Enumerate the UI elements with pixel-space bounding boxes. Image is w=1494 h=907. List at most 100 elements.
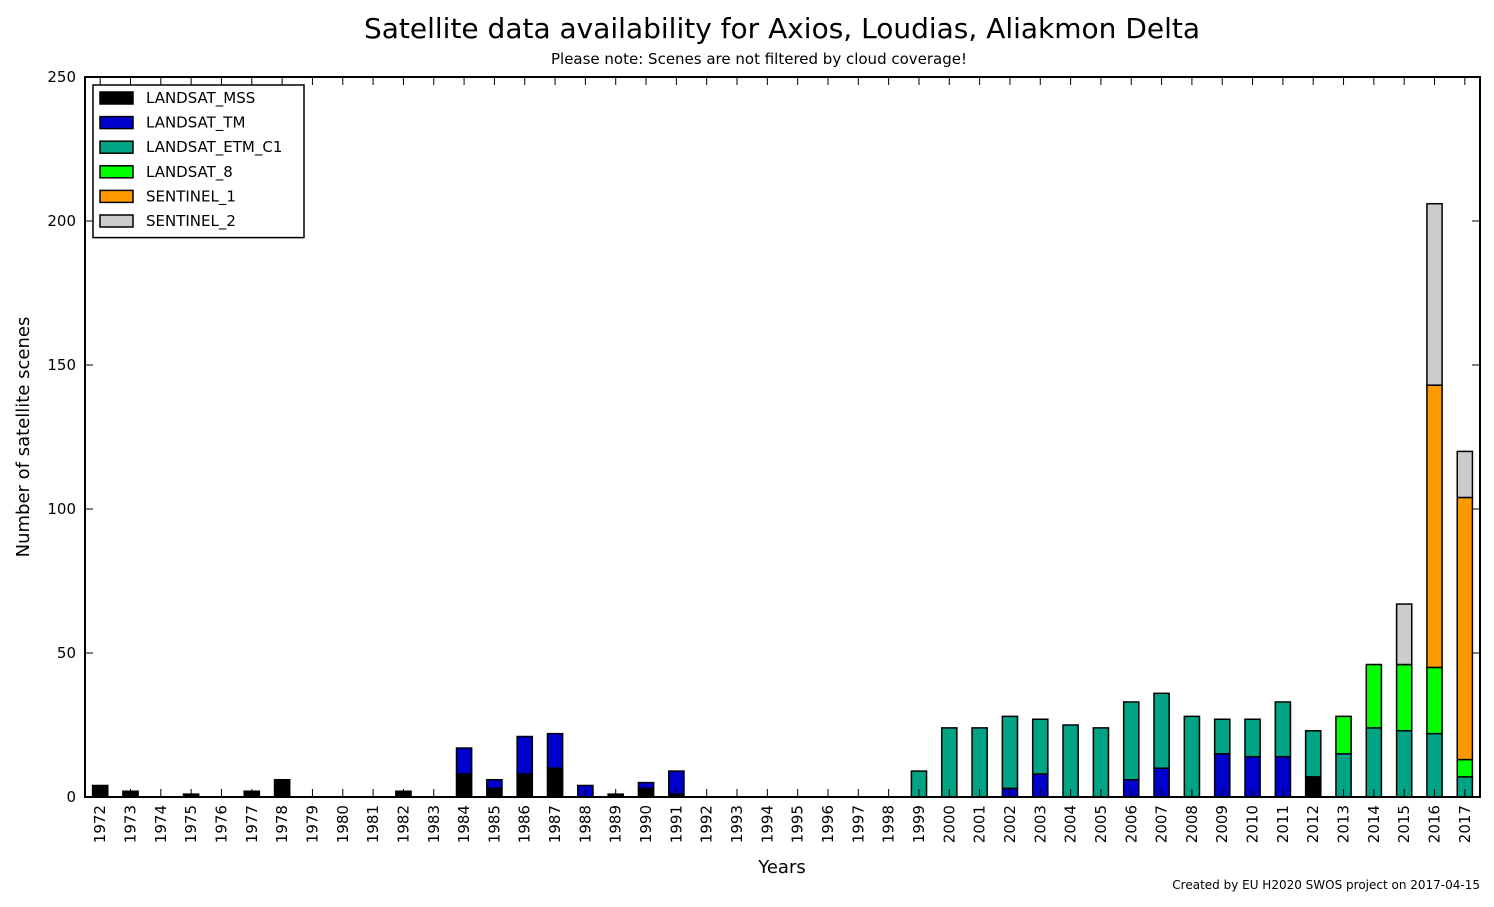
bar-landsat-etm-c1-2014 [1365,727,1383,798]
legend-swatch-landsat-mss [99,91,134,105]
x-tick-label-2003: 2003 [1031,805,1049,843]
plot-frame [84,76,1481,798]
x-tick-label-1994: 1994 [758,805,776,843]
x-tick-label-1979: 1979 [303,805,321,843]
y-axis-ticks: 0 50 100 150 200 250 [47,68,1480,806]
x-tick-label-1995: 1995 [789,805,807,843]
bar-landsat-tm-1985 [486,778,503,790]
x-tick-label-1991: 1991 [667,805,685,843]
legend-label-sentinel-1: SENTINEL_1 [146,187,236,206]
bar-landsat-etm-c1-2010 [1244,718,1261,758]
bar-landsat-etm-c1-2003 [1031,718,1049,775]
bar-landsat-etm-c1-2001 [971,727,988,798]
x-tick-label-1982: 1982 [394,805,412,843]
bar-landsat-8-2015 [1395,663,1413,732]
x-axis-label: Years [757,857,806,878]
bar-sentinel-1-2016 [1426,384,1443,669]
x-tick-label-2002: 2002 [1001,805,1019,843]
legend-label-landsat-tm: LANDSAT_TM [146,114,245,133]
y-axis-label: Number of satellite scenes [13,317,34,558]
x-tick-label-2012: 2012 [1304,805,1322,843]
x-tick-label-2004: 2004 [1062,805,1080,843]
bar-landsat-etm-c1-2004 [1062,724,1079,798]
y-tick-label: 200 [47,212,76,230]
bar-landsat-etm-c1-2005 [1092,727,1110,798]
x-tick-label-1985: 1985 [485,805,503,843]
bar-sentinel-2-2015 [1395,603,1413,666]
x-tick-label-1975: 1975 [182,805,200,843]
y-tick-label: 100 [47,500,76,518]
x-tick-label-1997: 1997 [849,805,867,843]
legend-swatch-landsat-etm-c1 [99,140,134,154]
bar-landsat-etm-c1-2012 [1304,730,1322,778]
x-tick-label-2000: 2000 [940,805,958,843]
bar-landsat-8-2016 [1426,666,1443,735]
bar-landsat-etm-c1-2008 [1183,715,1201,798]
y-tick-label: 250 [47,68,76,86]
x-tick-label-1981: 1981 [364,805,382,843]
y-tick-label: 150 [47,356,76,374]
bar-landsat-8-2017 [1456,758,1474,778]
legend: LANDSAT_MSS LANDSAT_TM LANDSAT_ETM_C1 LANDS… [92,84,305,239]
bars-group [91,202,1474,798]
x-tick-label-2016: 2016 [1426,805,1444,843]
x-tick-label-2010: 2010 [1244,805,1262,843]
legend-label-landsat-mss: LANDSAT_MSS [146,89,255,108]
bar-sentinel-2-2016 [1426,202,1443,386]
x-tick-label-1993: 1993 [728,805,746,843]
bar-landsat-tm-1986 [516,735,534,775]
legend-swatch-landsat-tm [99,115,134,130]
x-tick-label-1988: 1988 [576,805,594,843]
legend-box [92,84,305,239]
y-tick-label: 50 [57,644,76,662]
x-tick-label-1987: 1987 [546,805,564,843]
legend-swatch-sentinel-2 [99,214,134,228]
x-tick-label-2013: 2013 [1335,805,1353,843]
legend-label-sentinel-2: SENTINEL_2 [146,212,236,231]
bar-landsat-etm-c1-2015 [1395,730,1413,798]
x-tick-label-1986: 1986 [516,805,534,843]
x-tick-label-1972: 1972 [91,805,109,843]
x-tick-label-1984: 1984 [455,805,473,843]
x-tick-label-2017: 2017 [1456,805,1474,843]
legend-swatch-sentinel-1 [99,189,134,204]
x-tick-label-2006: 2006 [1122,805,1140,843]
legend-label-landsat-8: LANDSAT_8 [146,163,233,182]
x-tick-label-1980: 1980 [334,805,352,843]
x-tick-label-1999: 1999 [910,805,928,843]
bar-sentinel-1-2017 [1456,496,1474,761]
bar-landsat-8-2013 [1335,715,1352,755]
x-tick-label-1978: 1978 [273,805,291,843]
legend-swatch-landsat-8 [99,165,134,179]
x-tick-label-2014: 2014 [1365,805,1383,843]
x-tick-label-2011: 2011 [1274,805,1292,843]
x-axis-ticks: 1972 1973 1974 1975 1976 1977 1978 1979 1980 1981… [91,77,1474,843]
x-tick-label-1989: 1989 [607,805,625,843]
x-tick-label-2015: 2015 [1395,805,1413,843]
legend-label-landsat-etm-c1: LANDSAT_ETM_C1 [146,138,282,157]
x-tick-label-1996: 1996 [819,805,837,843]
x-tick-label-1992: 1992 [698,805,716,843]
x-tick-label-2001: 2001 [971,805,989,843]
bar-landsat-etm-c1-2006 [1122,701,1140,781]
x-tick-label-2007: 2007 [1153,805,1171,843]
bar-landsat-etm-c1-2016 [1426,732,1443,798]
y-tick-label: 0 [66,788,76,806]
chart-subtitle: Please note: Scenes are not filtered by … [551,50,967,68]
x-tick-label-1990: 1990 [637,805,655,843]
x-tick-label-1998: 1998 [880,805,898,843]
x-tick-label-2008: 2008 [1183,805,1201,843]
bar-sentinel-2-2017 [1456,450,1474,499]
x-tick-label-1976: 1976 [212,805,230,843]
x-tick-label-1977: 1977 [243,805,261,843]
x-tick-label-1974: 1974 [152,805,170,843]
bar-landsat-tm-1984 [455,747,473,775]
bar-landsat-etm-c1-2000 [940,727,958,798]
x-tick-label-2009: 2009 [1213,805,1231,843]
bar-landsat-8-2014 [1365,663,1383,729]
credit-note: Created by EU H2020 SWOS project on 2017… [1172,878,1480,892]
x-tick-label-1973: 1973 [121,805,139,843]
chart-title: Satellite data availability for Axios, L… [364,12,1200,45]
bar-landsat-tm-1987 [546,732,564,769]
